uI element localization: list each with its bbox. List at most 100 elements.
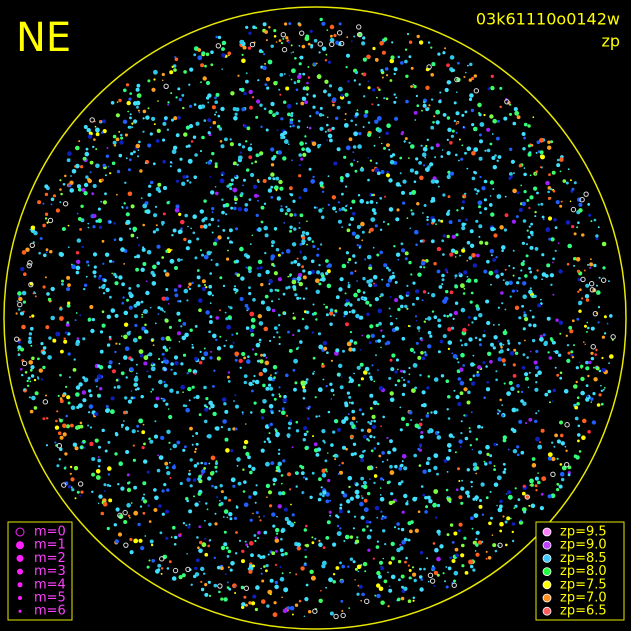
- star: [478, 133, 482, 137]
- star: [304, 548, 307, 552]
- star: [201, 279, 206, 284]
- star: [211, 231, 214, 234]
- star: [140, 546, 145, 551]
- star: [520, 519, 522, 522]
- star: [145, 115, 150, 120]
- star: [527, 235, 531, 239]
- star: [151, 559, 155, 563]
- star: [209, 302, 212, 304]
- unmatched-star: [123, 542, 129, 548]
- star: [171, 149, 177, 155]
- star: [423, 100, 426, 104]
- star: [386, 143, 390, 148]
- star: [291, 446, 294, 449]
- star: [285, 373, 289, 378]
- star: [549, 273, 554, 278]
- star: [173, 68, 177, 72]
- star: [216, 356, 221, 361]
- star: [247, 46, 252, 50]
- star: [575, 380, 578, 384]
- star: [138, 349, 144, 354]
- star: [301, 230, 306, 235]
- star: [334, 309, 338, 313]
- star: [606, 322, 609, 325]
- star: [181, 181, 186, 186]
- star: [512, 249, 515, 252]
- star: [290, 112, 294, 115]
- star: [214, 512, 217, 515]
- star: [351, 309, 356, 314]
- star: [470, 516, 474, 520]
- star: [318, 415, 321, 418]
- star: [466, 468, 470, 472]
- star: [192, 214, 197, 219]
- star: [282, 397, 288, 403]
- star: [410, 66, 414, 70]
- star: [361, 41, 366, 46]
- star: [304, 445, 309, 451]
- star: [83, 446, 86, 449]
- star: [371, 424, 377, 430]
- star: [198, 413, 202, 417]
- star: [97, 393, 100, 397]
- star: [347, 261, 350, 264]
- star: [230, 206, 234, 210]
- star: [261, 599, 266, 604]
- star: [433, 377, 439, 382]
- star: [115, 113, 120, 118]
- star: [243, 91, 247, 96]
- star: [509, 147, 513, 151]
- star: [207, 118, 212, 123]
- star: [232, 341, 235, 344]
- star: [595, 234, 599, 238]
- star: [447, 340, 452, 345]
- star: [109, 259, 113, 263]
- star: [270, 185, 274, 189]
- star: [238, 358, 243, 364]
- star: [437, 324, 442, 328]
- star: [547, 190, 550, 194]
- star: [311, 471, 315, 475]
- star: [359, 501, 364, 507]
- star: [287, 41, 291, 44]
- star: [536, 140, 541, 144]
- star: [291, 513, 295, 517]
- star: [199, 540, 203, 545]
- star: [180, 384, 185, 390]
- star: [260, 448, 265, 453]
- star: [137, 244, 141, 247]
- star: [421, 404, 424, 407]
- star: [140, 197, 143, 200]
- star: [301, 239, 306, 244]
- star: [356, 536, 359, 539]
- star: [190, 227, 193, 230]
- star: [254, 160, 258, 164]
- star: [173, 464, 176, 467]
- star: [209, 272, 212, 275]
- star: [369, 159, 373, 162]
- star: [545, 180, 550, 186]
- star: [372, 246, 375, 249]
- star: [412, 572, 417, 577]
- star: [165, 296, 170, 301]
- star: [349, 207, 353, 210]
- star: [132, 337, 138, 343]
- star: [468, 97, 473, 101]
- star: [192, 369, 198, 375]
- star: [358, 131, 362, 136]
- unmatched-star: [429, 578, 436, 584]
- star: [30, 326, 34, 331]
- star: [463, 387, 468, 392]
- star: [188, 282, 192, 286]
- star: [506, 391, 511, 396]
- star: [470, 291, 474, 295]
- star: [471, 253, 476, 258]
- star: [294, 293, 298, 297]
- star: [364, 110, 369, 114]
- star: [298, 174, 302, 178]
- star: [588, 360, 592, 365]
- star: [473, 278, 478, 283]
- star: [110, 308, 116, 313]
- star: [436, 472, 439, 476]
- star: [586, 331, 588, 333]
